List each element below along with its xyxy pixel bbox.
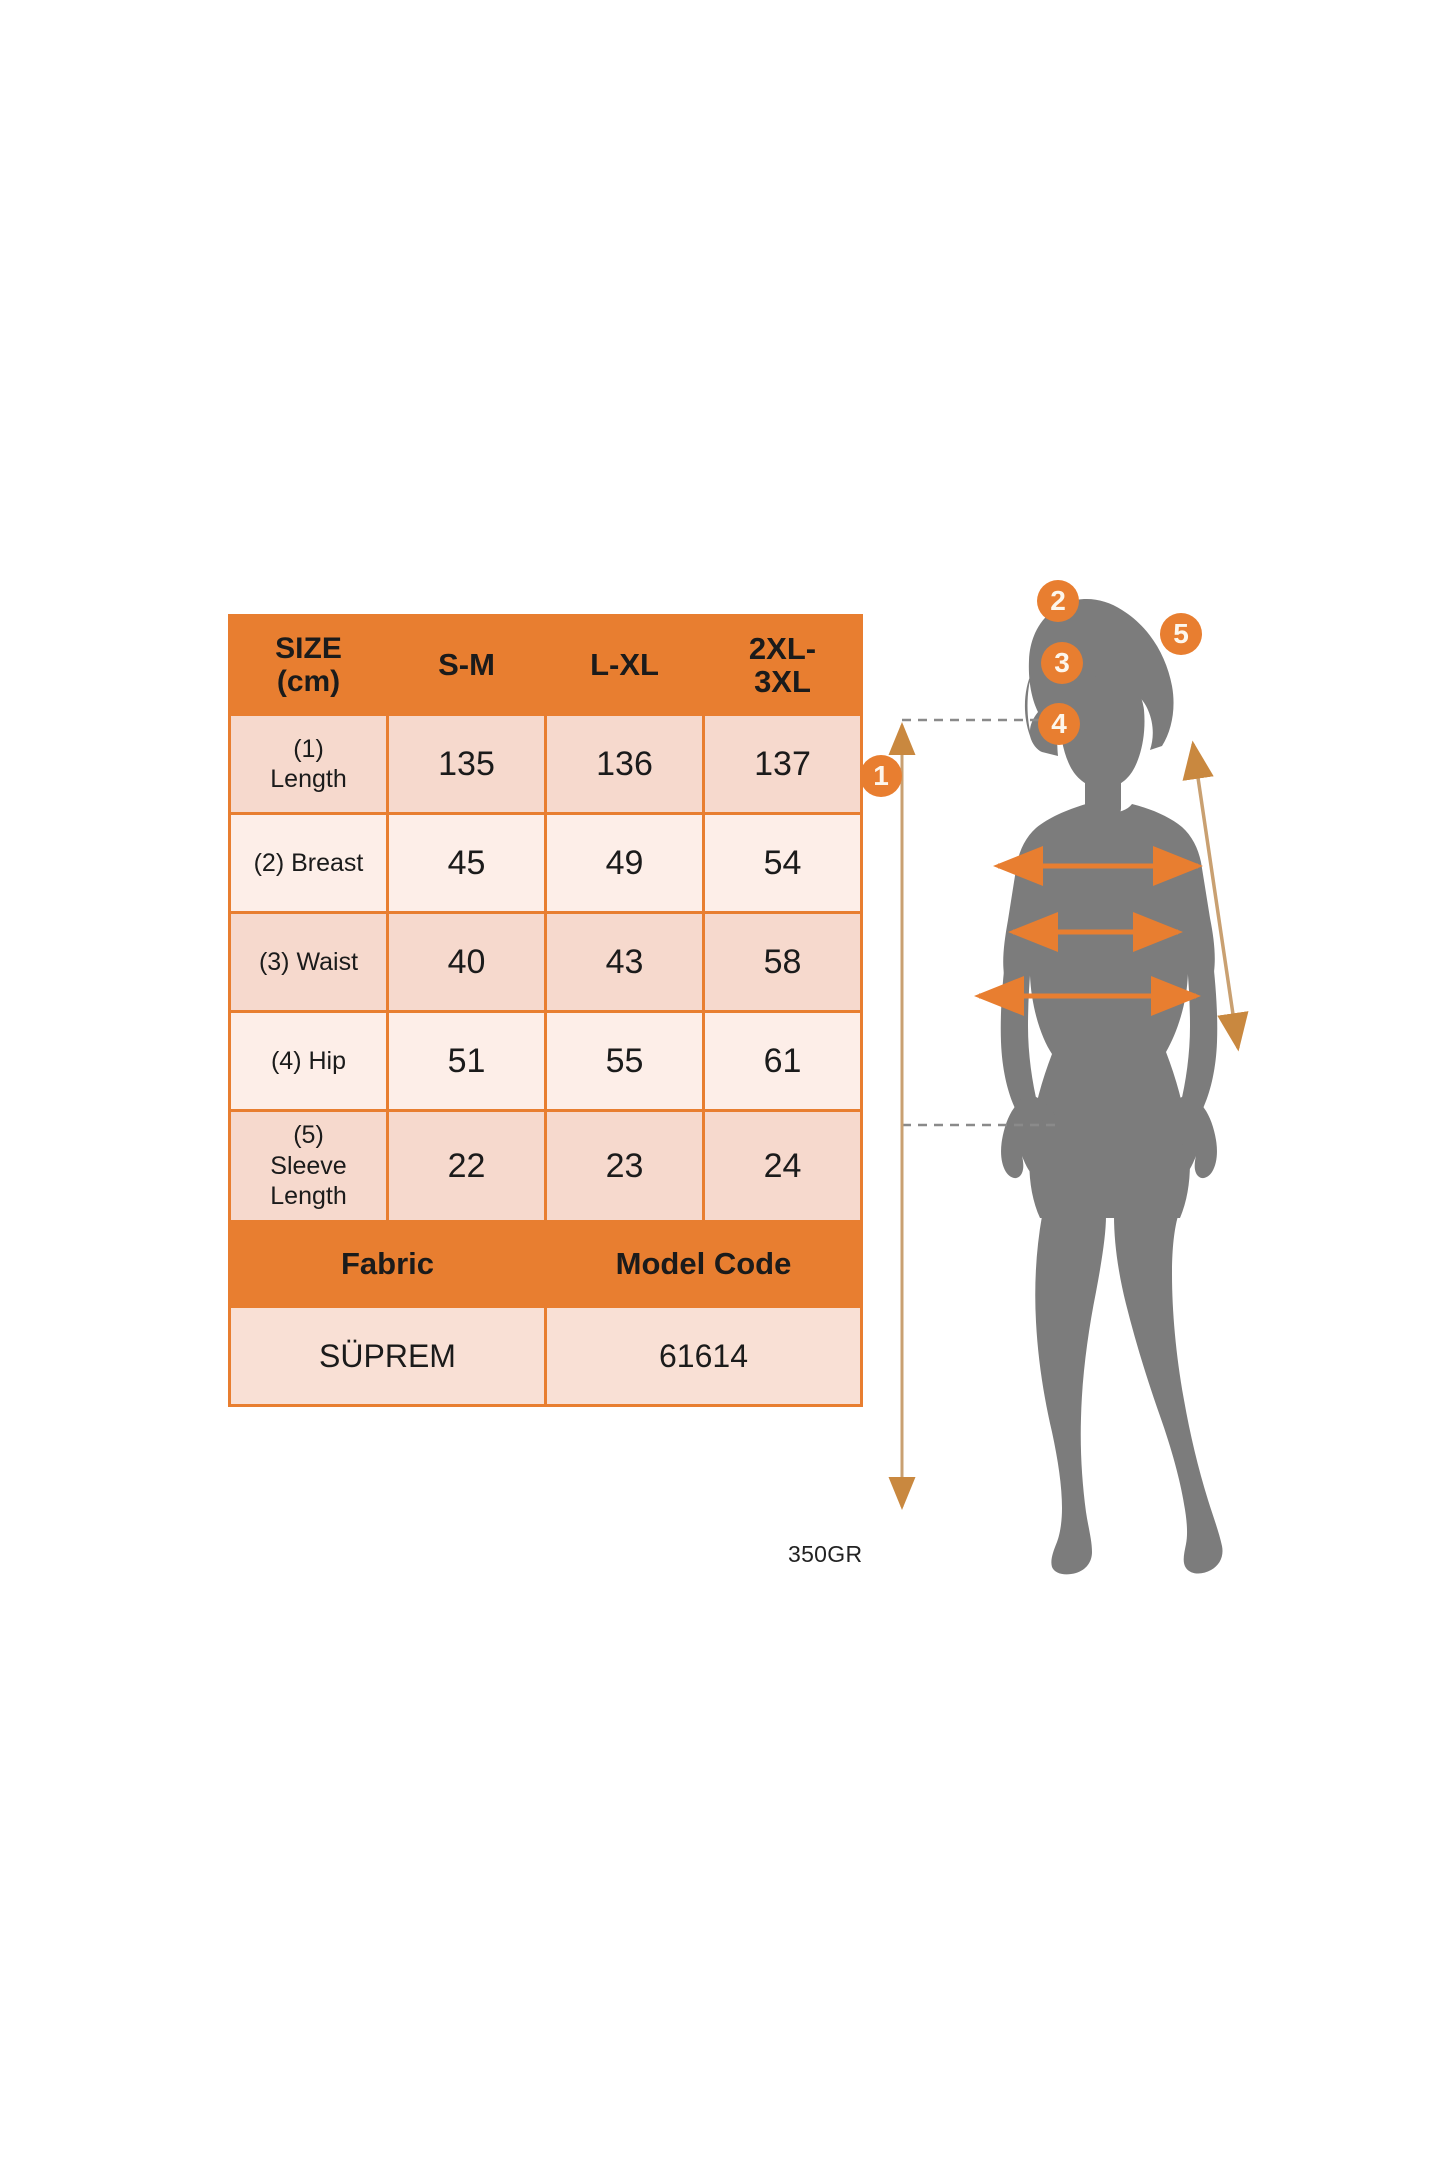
marker-4-hip: 4 xyxy=(1038,703,1080,745)
footer-header-model-code: Model Code xyxy=(544,1220,863,1308)
header-size-cm: SIZE (cm) xyxy=(228,614,389,716)
cell-waist-2xl3xl: 58 xyxy=(702,911,863,1013)
marker-1-length: 1 xyxy=(860,755,902,797)
female-silhouette-icon xyxy=(1000,599,1223,1575)
figure-svg xyxy=(888,599,1249,1575)
header-col-lxl: L-XL xyxy=(544,614,705,716)
row-label-sleeve-line3: Length xyxy=(270,1182,347,1211)
footer-value-model-code: 61614 xyxy=(544,1305,863,1407)
table-row: (3) Waist 40 43 58 xyxy=(228,911,863,1013)
cell-waist-lxl: 43 xyxy=(544,911,705,1013)
marker-2-breast: 2 xyxy=(1037,580,1079,622)
fabric-weight-note: 350GR xyxy=(788,1541,863,1567)
header-size-line1: SIZE xyxy=(275,632,342,665)
cell-breast-sm: 45 xyxy=(386,812,547,914)
cell-sleeve-lxl: 23 xyxy=(544,1109,705,1223)
cell-breast-2xl3xl: 54 xyxy=(702,812,863,914)
row-label-hip: (4) Hip xyxy=(228,1010,389,1112)
cell-sleeve-sm: 22 xyxy=(386,1109,547,1223)
measurement-figure: 1 2 3 4 5 xyxy=(860,560,1340,1590)
cell-breast-lxl: 49 xyxy=(544,812,705,914)
cell-waist-sm: 40 xyxy=(386,911,547,1013)
cell-hip-sm: 51 xyxy=(386,1010,547,1112)
row-label-length: (1) Length xyxy=(228,713,389,815)
table-footer-header-row: Fabric Model Code xyxy=(228,1220,863,1308)
footer-header-fabric: Fabric xyxy=(228,1220,547,1308)
table-footer-value-row: SÜPREM 61614 xyxy=(228,1305,863,1407)
row-label-breast: (2) Breast xyxy=(228,812,389,914)
cell-hip-lxl: 55 xyxy=(544,1010,705,1112)
cell-length-sm: 135 xyxy=(386,713,547,815)
row-label-sleeve-length: (5) Sleeve Length xyxy=(228,1109,389,1223)
row-label-length-line1: (1) xyxy=(293,734,324,763)
cell-length-2xl3xl: 137 xyxy=(702,713,863,815)
header-col-2xl3xl: 2XL- 3XL xyxy=(702,614,863,716)
header-col-2xl3xl-line1: 2XL- xyxy=(748,630,817,666)
marker-5-sleeve-length: 5 xyxy=(1160,613,1202,655)
cell-sleeve-2xl3xl: 24 xyxy=(702,1109,863,1223)
table-row: (2) Breast 45 49 54 xyxy=(228,812,863,914)
table-row: (5) Sleeve Length 22 23 24 xyxy=(228,1109,863,1223)
header-col-2xl3xl-line2: 3XL xyxy=(754,664,811,699)
header-size-line2: (cm) xyxy=(276,665,341,698)
size-chart-table: SIZE (cm) S-M L-XL 2XL- 3XL (1) Length 1… xyxy=(228,614,863,1407)
table-row: (1) Length 135 136 137 xyxy=(228,713,863,815)
table-header-row: SIZE (cm) S-M L-XL 2XL- 3XL xyxy=(228,614,863,716)
row-label-length-line2: Length xyxy=(270,765,347,793)
header-col-sm: S-M xyxy=(386,614,547,716)
sleeve-length-arrow xyxy=(1182,740,1249,1052)
row-label-sleeve-line2: Sleeve xyxy=(270,1151,347,1180)
marker-3-waist: 3 xyxy=(1041,642,1083,684)
footer-value-fabric: SÜPREM xyxy=(228,1305,547,1407)
row-label-waist: (3) Waist xyxy=(228,911,389,1013)
row-label-sleeve-line1: (5) xyxy=(293,1121,324,1150)
table-row: (4) Hip 51 55 61 xyxy=(228,1010,863,1112)
cell-hip-2xl3xl: 61 xyxy=(702,1010,863,1112)
cell-length-lxl: 136 xyxy=(544,713,705,815)
